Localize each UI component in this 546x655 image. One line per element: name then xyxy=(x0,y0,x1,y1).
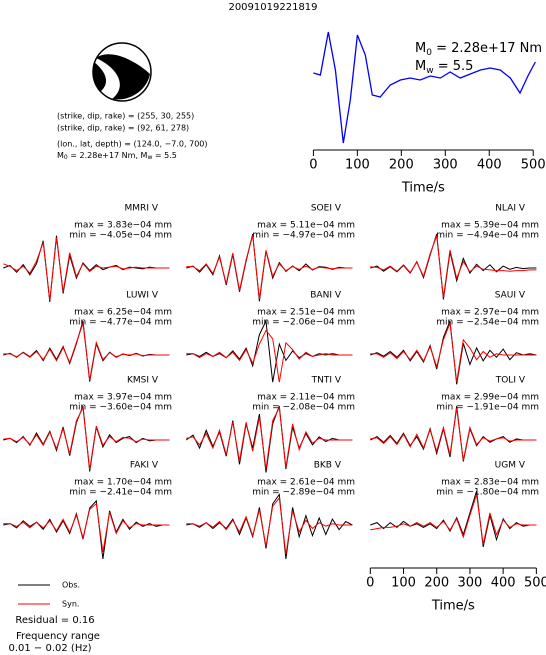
max-label: max = 6.25e−04 mm xyxy=(74,308,172,318)
x-tick-label: 500 xyxy=(521,158,546,173)
max-label: max = 1.70e−04 mm xyxy=(74,478,172,488)
x-tick-label: 400 xyxy=(477,158,502,173)
x-tick-label: 300 xyxy=(433,158,458,173)
syn-trace xyxy=(370,408,537,461)
obs-trace xyxy=(3,235,170,303)
station-name: TNTI V xyxy=(311,376,342,386)
min-label: min = −4.77e−04 mm xyxy=(69,318,172,328)
x-tick-label: 0 xyxy=(366,576,374,591)
stf-line xyxy=(313,31,536,144)
min-label: min = −4.94e−04 mm xyxy=(436,231,539,241)
legend-label: Obs. xyxy=(62,581,80,590)
max-label: max = 5.39e−04 mm xyxy=(441,221,539,231)
max-label: max = 2.97e−04 mm xyxy=(441,308,539,318)
syn-trace xyxy=(370,323,537,383)
station-name: FAKI V xyxy=(130,461,159,471)
syn-trace xyxy=(3,405,170,470)
x-tick-label: 500 xyxy=(524,576,546,591)
syn-trace xyxy=(186,235,353,300)
max-label: max = 3.97e−04 mm xyxy=(74,393,172,403)
min-label: min = −2.41e−04 mm xyxy=(69,488,172,498)
syn-trace xyxy=(3,502,170,552)
min-label: min = −1.80e−04 mm xyxy=(436,488,539,498)
x-tick-label: 0 xyxy=(309,158,317,173)
min-label: min = −1.91e−04 mm xyxy=(436,403,539,413)
mechanism-line: (lon., lat, depth) = (124.0, −7.0, 700) xyxy=(57,140,208,149)
mw-annotation: Mw = 5.5 xyxy=(415,59,473,76)
x-tick-label: 200 xyxy=(389,158,414,173)
min-label: min = −4.97e−04 mm xyxy=(252,231,355,241)
max-label: max = 2.83e−04 mm xyxy=(441,478,539,488)
min-label: min = −3.60e−04 mm xyxy=(69,403,172,413)
max-label: max = 2.51e−04 mm xyxy=(257,308,355,318)
min-label: min = −2.54e−04 mm xyxy=(436,318,539,328)
freq-title: Frequency range xyxy=(16,631,100,642)
max-label: max = 2.61e−04 mm xyxy=(257,478,355,488)
min-label: min = −2.08e−04 mm xyxy=(252,403,355,413)
max-label: max = 5.11e−04 mm xyxy=(257,221,355,231)
x-tick-label: 100 xyxy=(391,576,416,591)
x-axis-label: Time/s xyxy=(431,599,475,614)
min-label: min = −4.05e−04 mm xyxy=(69,231,172,241)
syn-trace xyxy=(186,329,353,383)
station-name: SAUI V xyxy=(495,291,526,301)
moment-line: M0 = 2.28e+17 Nm, Mw = 5.5 xyxy=(57,151,177,161)
station-name: UGM V xyxy=(495,461,526,471)
station-name: MMRI V xyxy=(125,204,159,214)
x-tick-label: 200 xyxy=(424,576,449,591)
obs-trace xyxy=(370,490,537,548)
obs-trace xyxy=(186,319,353,383)
min-label: min = −2.06e−04 mm xyxy=(252,318,355,328)
syn-trace xyxy=(186,496,353,555)
max-label: max = 3.83e−04 mm xyxy=(74,221,172,231)
syn-trace xyxy=(3,323,170,380)
syn-trace xyxy=(186,405,353,470)
max-label: max = 2.11e−04 mm xyxy=(257,393,355,403)
station-name: KMSI V xyxy=(127,376,159,386)
mechanism-line: (strike, dip, rake) = (255, 30, 255) xyxy=(57,112,194,121)
station-name: NLAI V xyxy=(495,204,526,214)
min-label: min = −2.89e−04 mm xyxy=(252,488,355,498)
freq-range: 0.01 − 0.02 (Hz) xyxy=(8,643,91,654)
x-tick-label: 300 xyxy=(458,576,483,591)
residual: Residual = 0.16 xyxy=(15,615,94,626)
x-tick-label: 100 xyxy=(345,158,370,173)
legend-label: Syn. xyxy=(62,600,79,609)
station-name: TOLI V xyxy=(495,376,526,386)
beachball xyxy=(92,42,152,102)
station-name: BKB V xyxy=(314,461,342,471)
syn-trace xyxy=(370,494,537,545)
mechanism-line: (strike, dip, rake) = (92, 61, 278) xyxy=(57,124,189,133)
max-label: max = 2.99e−04 mm xyxy=(441,393,539,403)
obs-trace xyxy=(3,499,170,560)
syn-trace xyxy=(3,237,170,301)
title: 20091019221819 xyxy=(228,2,317,13)
x-tick-label: 400 xyxy=(491,576,516,591)
station-name: BANI V xyxy=(310,291,342,301)
station-name: SOEI V xyxy=(311,204,342,214)
station-name: LUWI V xyxy=(126,291,159,301)
x-axis-label: Time/s xyxy=(401,181,445,196)
m0-annotation: M0 = 2.28e+17 Nm xyxy=(415,41,542,58)
syn-trace xyxy=(370,235,537,298)
